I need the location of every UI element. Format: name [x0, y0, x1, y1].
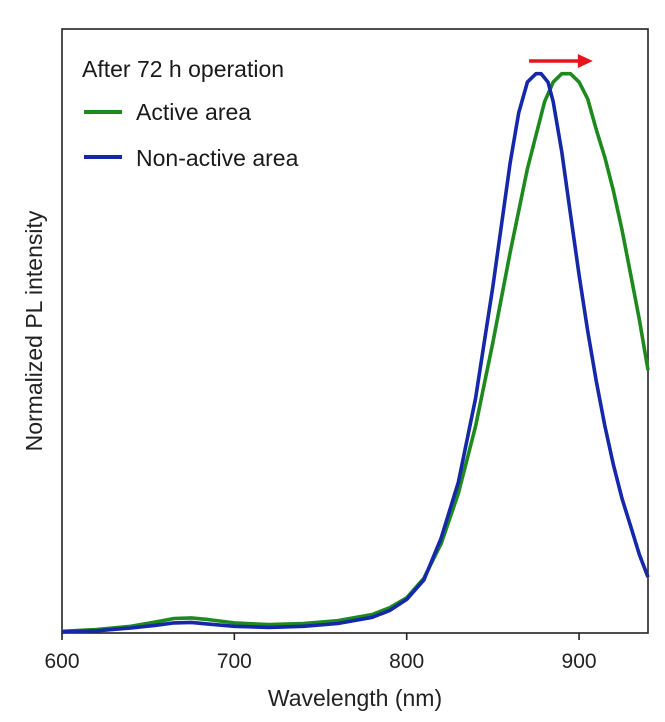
- series-line-non-active: [61, 71, 650, 634]
- red-shift-arrow-head: [577, 54, 593, 68]
- y-axis-label: Normalized PL intensity: [21, 210, 47, 451]
- x-tick-label-900: 900: [562, 650, 597, 673]
- plot-frame: [61, 28, 649, 634]
- x-tick-label-600: 600: [44, 650, 79, 673]
- x-ticks: 600 700 800 900: [44, 633, 597, 673]
- series-layer: [61, 71, 650, 634]
- legend-label-non-active: Non-active area: [136, 145, 299, 171]
- x-axis-label: Wavelength (nm): [268, 685, 442, 711]
- red-shift-arrow: [529, 54, 593, 68]
- legend-label-active: Active area: [136, 99, 251, 125]
- x-tick-label-800: 800: [389, 650, 424, 673]
- x-tick-label-700: 700: [217, 650, 252, 673]
- annotation-text: After 72 h operation: [82, 56, 284, 82]
- series-line-active: [61, 71, 650, 634]
